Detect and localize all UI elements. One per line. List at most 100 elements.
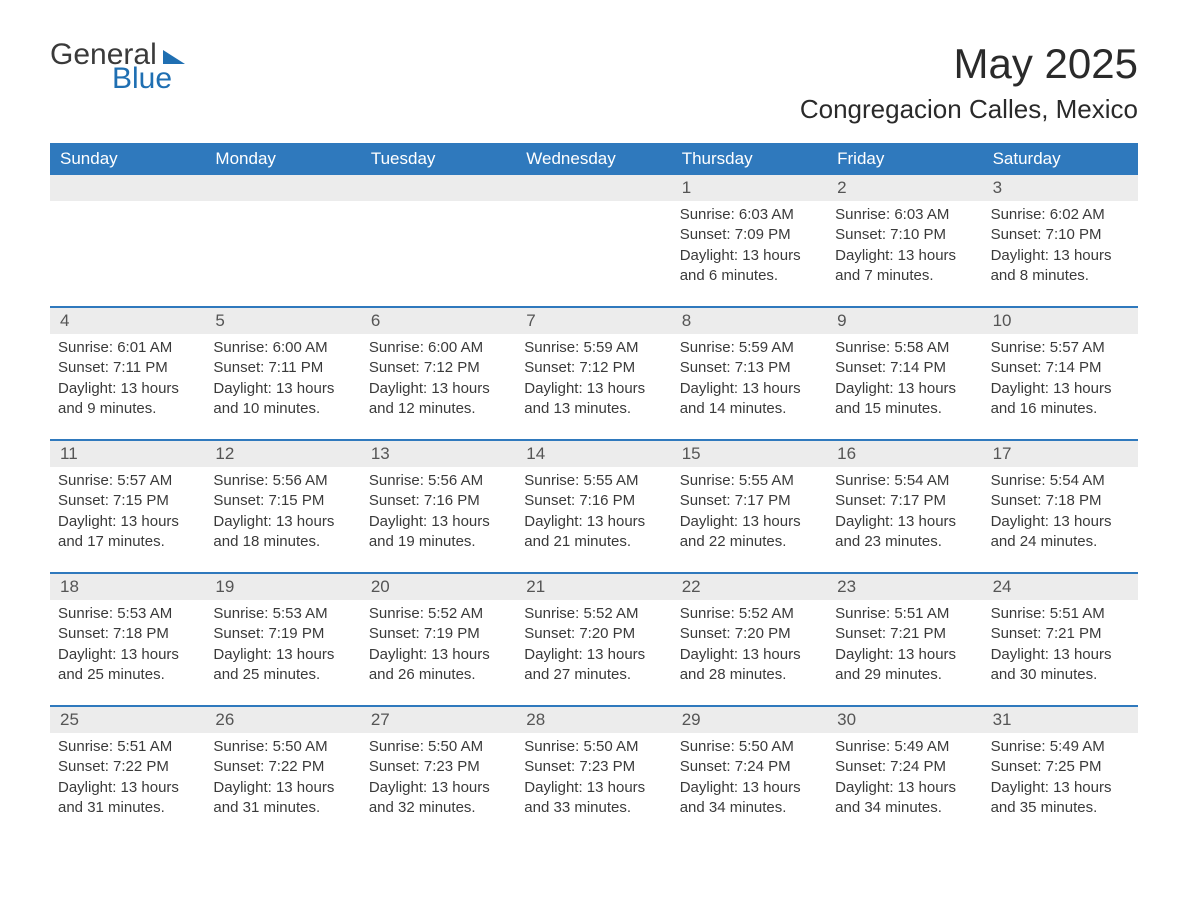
day-sunset: Sunset: 7:15 PM bbox=[58, 491, 197, 511]
day-daylight1: Daylight: 13 hours bbox=[835, 379, 974, 399]
day-sunrise: Sunrise: 6:03 AM bbox=[680, 205, 819, 225]
day-sunset: Sunset: 7:20 PM bbox=[524, 624, 663, 644]
week-row: 18Sunrise: 5:53 AMSunset: 7:18 PMDayligh… bbox=[50, 572, 1138, 705]
day-sunrise: Sunrise: 6:00 AM bbox=[213, 338, 352, 358]
day-daylight2: and 7 minutes. bbox=[835, 266, 974, 286]
day-cell: 18Sunrise: 5:53 AMSunset: 7:18 PMDayligh… bbox=[50, 574, 205, 705]
day-daylight1: Daylight: 13 hours bbox=[680, 778, 819, 798]
day-number bbox=[361, 175, 516, 201]
day-daylight1: Daylight: 13 hours bbox=[835, 645, 974, 665]
day-sunrise: Sunrise: 5:56 AM bbox=[213, 471, 352, 491]
weekday-header-row: SundayMondayTuesdayWednesdayThursdayFrid… bbox=[50, 143, 1138, 175]
day-daylight1: Daylight: 13 hours bbox=[524, 379, 663, 399]
day-number: 7 bbox=[516, 308, 671, 334]
day-cell bbox=[516, 175, 671, 306]
day-number bbox=[205, 175, 360, 201]
day-sunrise: Sunrise: 5:59 AM bbox=[680, 338, 819, 358]
day-daylight1: Daylight: 13 hours bbox=[680, 379, 819, 399]
day-sunset: Sunset: 7:09 PM bbox=[680, 225, 819, 245]
day-sunset: Sunset: 7:19 PM bbox=[369, 624, 508, 644]
day-cell: 5Sunrise: 6:00 AMSunset: 7:11 PMDaylight… bbox=[205, 308, 360, 439]
day-cell: 31Sunrise: 5:49 AMSunset: 7:25 PMDayligh… bbox=[983, 707, 1138, 838]
day-daylight1: Daylight: 13 hours bbox=[58, 512, 197, 532]
day-daylight1: Daylight: 13 hours bbox=[58, 778, 197, 798]
day-cell: 11 Sunrise: 5:57 AMSunset: 7:15 PMDayligh… bbox=[50, 441, 205, 572]
day-number: 11 bbox=[50, 441, 205, 467]
day-number: 26 bbox=[205, 707, 360, 733]
day-cell: 20Sunrise: 5:52 AMSunset: 7:19 PMDayligh… bbox=[361, 574, 516, 705]
day-sunset: Sunset: 7:17 PM bbox=[680, 491, 819, 511]
day-cell: 6Sunrise: 6:00 AMSunset: 7:12 PMDaylight… bbox=[361, 308, 516, 439]
day-sunset: Sunset: 7:23 PM bbox=[524, 757, 663, 777]
day-sunset: Sunset: 7:10 PM bbox=[991, 225, 1130, 245]
month-title: May 2025 bbox=[800, 40, 1138, 88]
day-sunset: Sunset: 7:18 PM bbox=[991, 491, 1130, 511]
day-number bbox=[516, 175, 671, 201]
day-daylight2: and 10 minutes. bbox=[213, 399, 352, 419]
day-cell: 4Sunrise: 6:01 AMSunset: 7:11 PMDaylight… bbox=[50, 308, 205, 439]
day-number: 22 bbox=[672, 574, 827, 600]
day-daylight2: and 12 minutes. bbox=[369, 399, 508, 419]
day-daylight2: and 6 minutes. bbox=[680, 266, 819, 286]
day-sunset: Sunset: 7:23 PM bbox=[369, 757, 508, 777]
day-daylight2: and 26 minutes. bbox=[369, 665, 508, 685]
day-daylight2: and 35 minutes. bbox=[991, 798, 1130, 818]
day-daylight2: and 21 minutes. bbox=[524, 532, 663, 552]
day-sunset: Sunset: 7:14 PM bbox=[991, 358, 1130, 378]
day-number bbox=[50, 175, 205, 201]
day-cell: 23Sunrise: 5:51 AMSunset: 7:21 PMDayligh… bbox=[827, 574, 982, 705]
day-sunset: Sunset: 7:15 PM bbox=[213, 491, 352, 511]
day-daylight2: and 27 minutes. bbox=[524, 665, 663, 685]
day-cell: 19Sunrise: 5:53 AMSunset: 7:19 PMDayligh… bbox=[205, 574, 360, 705]
day-daylight1: Daylight: 13 hours bbox=[524, 512, 663, 532]
day-cell: 7Sunrise: 5:59 AMSunset: 7:12 PMDaylight… bbox=[516, 308, 671, 439]
day-cell: 26Sunrise: 5:50 AMSunset: 7:22 PMDayligh… bbox=[205, 707, 360, 838]
day-sunrise: Sunrise: 6:01 AM bbox=[58, 338, 197, 358]
day-sunrise: Sunrise: 5:52 AM bbox=[524, 604, 663, 624]
day-cell: 22Sunrise: 5:52 AMSunset: 7:20 PMDayligh… bbox=[672, 574, 827, 705]
day-daylight1: Daylight: 13 hours bbox=[680, 246, 819, 266]
day-cell: 29Sunrise: 5:50 AMSunset: 7:24 PMDayligh… bbox=[672, 707, 827, 838]
day-daylight2: and 31 minutes. bbox=[58, 798, 197, 818]
day-sunrise: Sunrise: 5:50 AM bbox=[213, 737, 352, 757]
day-daylight1: Daylight: 13 hours bbox=[991, 645, 1130, 665]
day-daylight1: Daylight: 13 hours bbox=[991, 512, 1130, 532]
day-cell: 1Sunrise: 6:03 AMSunset: 7:09 PMDaylight… bbox=[672, 175, 827, 306]
day-number: 25 bbox=[50, 707, 205, 733]
day-cell: 12Sunrise: 5:56 AMSunset: 7:15 PMDayligh… bbox=[205, 441, 360, 572]
header-row: General Blue May 2025 Congregacion Calle… bbox=[50, 40, 1138, 125]
day-cell: 14Sunrise: 5:55 AMSunset: 7:16 PMDayligh… bbox=[516, 441, 671, 572]
day-cell: 24Sunrise: 5:51 AMSunset: 7:21 PMDayligh… bbox=[983, 574, 1138, 705]
week-row: 4Sunrise: 6:01 AMSunset: 7:11 PMDaylight… bbox=[50, 306, 1138, 439]
day-sunrise: Sunrise: 5:50 AM bbox=[524, 737, 663, 757]
day-sunrise: Sunrise: 5:57 AM bbox=[58, 471, 197, 491]
day-number: 6 bbox=[361, 308, 516, 334]
day-daylight2: and 24 minutes. bbox=[991, 532, 1130, 552]
day-sunrise: Sunrise: 5:52 AM bbox=[369, 604, 508, 624]
day-daylight1: Daylight: 13 hours bbox=[58, 379, 197, 399]
day-number: 23 bbox=[827, 574, 982, 600]
day-number: 16 bbox=[827, 441, 982, 467]
day-daylight2: and 15 minutes. bbox=[835, 399, 974, 419]
day-daylight2: and 25 minutes. bbox=[213, 665, 352, 685]
day-number: 19 bbox=[205, 574, 360, 600]
day-sunset: Sunset: 7:20 PM bbox=[680, 624, 819, 644]
day-daylight2: and 25 minutes. bbox=[58, 665, 197, 685]
day-sunset: Sunset: 7:11 PM bbox=[213, 358, 352, 378]
day-sunset: Sunset: 7:25 PM bbox=[991, 757, 1130, 777]
day-number: 8 bbox=[672, 308, 827, 334]
day-number: 10 bbox=[983, 308, 1138, 334]
day-daylight2: and 31 minutes. bbox=[213, 798, 352, 818]
day-sunset: Sunset: 7:16 PM bbox=[369, 491, 508, 511]
day-number: 21 bbox=[516, 574, 671, 600]
day-daylight2: and 19 minutes. bbox=[369, 532, 508, 552]
day-cell: 27Sunrise: 5:50 AMSunset: 7:23 PMDayligh… bbox=[361, 707, 516, 838]
day-number: 15 bbox=[672, 441, 827, 467]
day-daylight1: Daylight: 13 hours bbox=[213, 645, 352, 665]
day-number: 9 bbox=[827, 308, 982, 334]
day-daylight1: Daylight: 13 hours bbox=[680, 512, 819, 532]
day-daylight1: Daylight: 13 hours bbox=[991, 246, 1130, 266]
day-daylight1: Daylight: 13 hours bbox=[524, 778, 663, 798]
day-sunrise: Sunrise: 5:50 AM bbox=[680, 737, 819, 757]
day-sunrise: Sunrise: 5:54 AM bbox=[991, 471, 1130, 491]
